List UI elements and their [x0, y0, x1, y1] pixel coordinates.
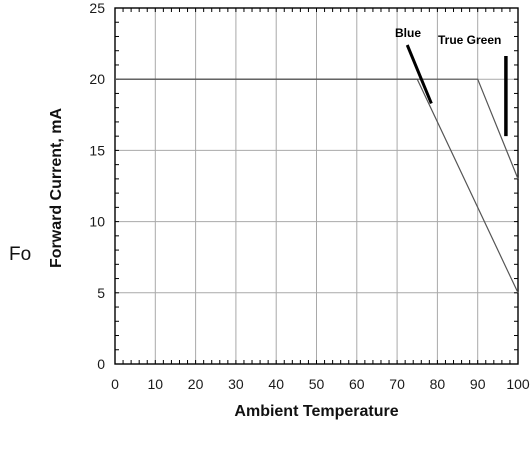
x-tick-label: 80	[430, 376, 446, 392]
x-tick-label: 20	[188, 376, 204, 392]
x-tick-label: 100	[506, 376, 530, 392]
annotation-layer: Blue True Green	[395, 26, 508, 137]
y-axis-title: Forward Current, mA	[48, 108, 65, 268]
grid-layer	[115, 8, 518, 364]
y-tick-label: 20	[89, 71, 105, 87]
x-tick-label: 40	[268, 376, 284, 392]
cropped-label-fragment: Fo	[9, 244, 31, 265]
x-tick-label: 70	[389, 376, 405, 392]
x-tick-label: 30	[228, 376, 244, 392]
series-layer	[115, 78, 519, 294]
y-tick-label: 0	[97, 356, 105, 372]
plot-frame	[114, 7, 519, 365]
series-label-blue: Blue	[395, 26, 421, 40]
y-tick-label: 25	[89, 0, 105, 16]
y-tick-label: 5	[97, 285, 105, 301]
series-pointer-blue	[405, 44, 433, 104]
series-line-true-green	[115, 78, 519, 180]
y-tick-label: 10	[89, 214, 105, 230]
x-axis-title: Ambient Temperature	[234, 403, 398, 420]
x-tick-label: 90	[470, 376, 486, 392]
series-label-true-green: True Green	[438, 33, 501, 47]
x-tick-label: 60	[349, 376, 365, 392]
tick-label-layer: 0 10 20 30 40 50 60 70 80 90 100 0 5 10 15 20 25	[89, 0, 529, 392]
x-tick-label: 0	[111, 376, 119, 392]
x-tick-label: 50	[309, 376, 325, 392]
x-tick-label: 10	[148, 376, 164, 392]
y-tick-label: 15	[89, 142, 105, 158]
